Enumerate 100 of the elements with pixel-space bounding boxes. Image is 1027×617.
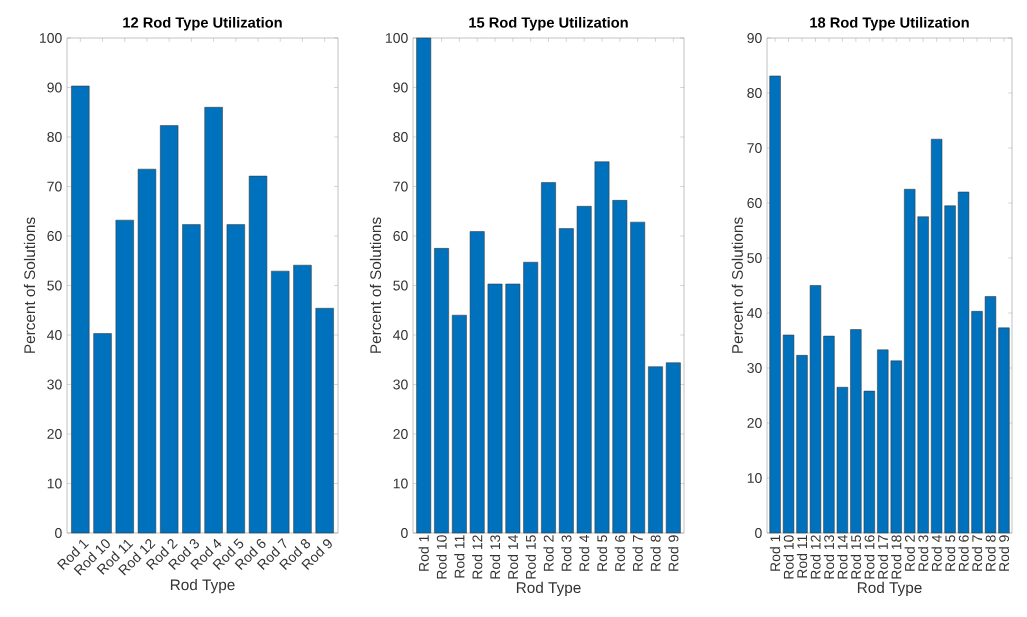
x-tick-label: Rod 5: [944, 535, 956, 571]
bar: [115, 219, 134, 534]
x-tick-label: Rod 6: [614, 535, 625, 571]
bar: [541, 182, 556, 534]
x-tick-label: Rod 11: [454, 535, 465, 578]
y-tick-label: 90: [393, 82, 408, 93]
bar: [434, 248, 449, 534]
bar: [576, 206, 592, 534]
bar: [93, 333, 112, 534]
y-tick-label: 40: [47, 330, 62, 340]
x-axis-title: Rod Type: [857, 581, 922, 597]
y-tick-label: 20: [47, 429, 62, 439]
x-tick-label: Rod 1: [769, 535, 781, 571]
y-tick-label: 30: [393, 379, 408, 390]
bar: [648, 366, 663, 534]
x-tick-label: Rod 3: [918, 535, 929, 571]
y-tick-label: 10: [47, 478, 62, 489]
y-axis-title: Percent of Solutions: [731, 217, 743, 353]
y-tick-label: 80: [47, 132, 62, 142]
x-tick-label: Rod 10: [436, 535, 447, 579]
y-tick-label: 100: [386, 33, 408, 43]
bar: [665, 362, 681, 534]
x-tick-label: Rod 17: [877, 535, 888, 579]
y-tick-label: 70: [393, 181, 408, 192]
x-tick-label: Rod 8: [985, 535, 996, 571]
y-tick-label: 0: [755, 528, 762, 538]
chart-title: 15 Rod Type Utilization: [469, 16, 628, 31]
x-tick-label: Rod 12: [472, 535, 483, 579]
y-tick-label: 70: [47, 181, 62, 192]
chart-title: 12 Rod Type Utilization: [123, 16, 282, 31]
x-tick-label: Rod 18: [891, 535, 902, 579]
x-tick-label: Rod 6: [958, 535, 969, 571]
bar: [558, 228, 574, 534]
bar: [416, 37, 432, 534]
x-tick-label: Rod 3: [561, 535, 572, 571]
y-tick-label: 10: [747, 473, 762, 483]
x-axis-title: Rod Type: [170, 578, 235, 594]
x-tick-label: Rod 13: [823, 535, 835, 579]
x-tick-label: Rod 7: [971, 535, 983, 571]
y-tick-label: 0: [55, 528, 62, 538]
y-axis-title: Percent of Solutions: [23, 217, 36, 353]
y-axis-title: Percent of Solutions: [369, 217, 382, 353]
bar: [315, 308, 334, 534]
y-tick-label: 60: [393, 231, 408, 241]
x-tick-label: Rod 12: [810, 535, 821, 579]
chart-title: 18 Rod Type Utilization: [810, 16, 969, 31]
x-tick-label: Rod 1: [418, 535, 429, 571]
y-tick-label: 80: [747, 88, 762, 98]
bar: [137, 168, 157, 534]
y-tick-label: 20: [747, 418, 762, 428]
bar: [469, 231, 485, 534]
y-tick-label: 50: [47, 280, 62, 291]
y-tick-label: 10: [393, 478, 408, 489]
y-tick-label: 30: [47, 379, 62, 390]
x-tick-label: Rod 4: [931, 535, 942, 571]
y-tick-label: 60: [47, 231, 62, 241]
y-tick-label: 60: [747, 198, 762, 208]
x-tick-label: Rod 11: [796, 535, 808, 578]
bar: [505, 283, 521, 534]
x-tick-label: Rod 7: [632, 535, 643, 571]
y-tick-label: 40: [393, 330, 408, 340]
bar: [451, 314, 467, 534]
y-tick-label: 30: [747, 363, 762, 373]
y-tick-label: 40: [747, 308, 762, 318]
y-tick-label: 0: [401, 528, 408, 538]
y-tick-label: 50: [393, 280, 408, 291]
x-tick-label: Rod 10: [783, 535, 794, 579]
x-tick-label: Rod 2: [904, 535, 915, 571]
bar: [769, 75, 781, 534]
y-tick-label: 50: [747, 253, 762, 263]
x-tick-label: Rod 13: [489, 535, 501, 579]
x-tick-label: Rod 4: [579, 535, 590, 571]
x-tick-label: Rod 15: [525, 535, 536, 579]
x-axis-title: Rod Type: [516, 581, 581, 597]
x-tick-label: Rod 9: [668, 535, 679, 571]
bar: [204, 107, 223, 534]
bar: [293, 264, 312, 534]
y-tick-label: 100: [40, 33, 62, 43]
y-tick-label: 80: [393, 132, 408, 142]
x-tick-label: Rod 14: [837, 535, 848, 579]
x-tick-label: Rod 14: [507, 535, 518, 579]
bar: [612, 200, 628, 534]
x-tick-label: Rod 5: [596, 535, 608, 571]
bar: [630, 221, 646, 534]
bar: [160, 125, 179, 534]
bar: [248, 175, 268, 534]
x-tick-label: Rod 16: [864, 535, 875, 579]
bar: [594, 161, 610, 534]
x-tick-label: Rod 2: [543, 535, 554, 571]
bar: [487, 283, 503, 534]
bar: [271, 270, 290, 534]
y-tick-label: 70: [747, 143, 762, 153]
bar: [182, 224, 201, 534]
bar: [71, 85, 90, 534]
x-tick-label: Rod 8: [650, 535, 661, 571]
x-tick-label: Rod 9: [998, 535, 1010, 571]
y-tick-label: 20: [393, 429, 408, 439]
bar: [226, 224, 245, 534]
y-tick-label: 90: [747, 33, 762, 43]
x-tick-label: Rod 15: [850, 535, 862, 579]
